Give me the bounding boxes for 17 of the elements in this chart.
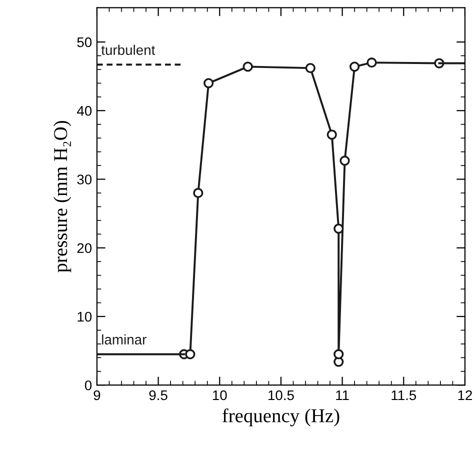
- x-tick-label: 10: [212, 390, 227, 400]
- x-tick-label: 9: [94, 390, 100, 400]
- y-tick-label: 30: [77, 174, 92, 184]
- series-label: turbulent: [101, 44, 156, 55]
- y-tick-label: 50: [77, 37, 92, 48]
- y-tick-label: 40: [76, 106, 92, 116]
- x-axis-title: frequency (Hz): [222, 408, 340, 426]
- x-tick-label: 12: [458, 390, 472, 400]
- x-tick-label: 9.5: [149, 390, 168, 400]
- x-tick-label: 10.5: [268, 390, 294, 400]
- y-tick-label: 0: [84, 380, 92, 390]
- y-tick-label: 20: [77, 243, 92, 254]
- x-tick-label: 11: [336, 390, 349, 400]
- series-label: laminar: [102, 334, 146, 345]
- y-tick-label: 10: [78, 312, 92, 322]
- x-tick-label: 11.5: [392, 390, 416, 400]
- y-axis-title: pressure (mm H₂O): [53, 120, 72, 272]
